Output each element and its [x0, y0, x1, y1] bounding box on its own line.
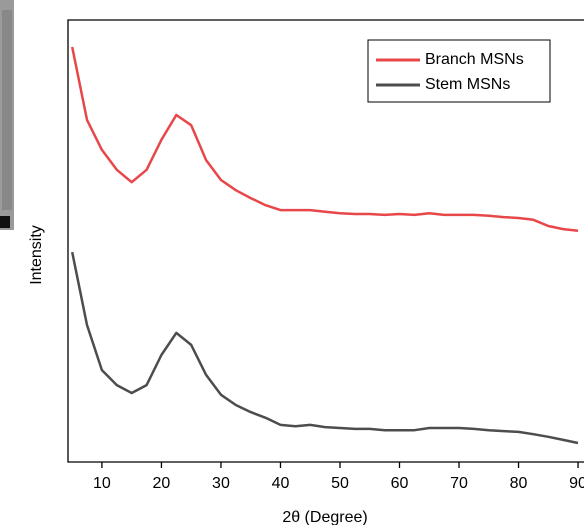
line-series — [70, 46, 579, 233]
line-series — [70, 251, 579, 445]
legend-label: Stem MSNs — [425, 76, 510, 93]
axis-frame — [67, 19, 584, 463]
x-tick-label: 90 — [569, 475, 584, 492]
x-tick-label: 20 — [153, 475, 171, 492]
image-texture — [2, 10, 12, 210]
legend-box — [367, 39, 551, 103]
x-tick-label: 70 — [450, 475, 468, 492]
x-axis-label: 2θ (Degree) — [282, 509, 367, 525]
x-tick-label: 80 — [510, 475, 528, 492]
x-tick-label: 50 — [331, 475, 349, 492]
x-tick-label: 30 — [212, 475, 230, 492]
scale-label — [0, 216, 10, 228]
x-tick-label: 40 — [272, 475, 290, 492]
plot: 10 20 30 40 50 60 70 80 90 Branch MSNs Stem MSNs — [67, 19, 584, 492]
legend-label: Branch MSNs — [425, 51, 524, 68]
y-axis-label: Intensity — [28, 225, 45, 285]
x-tick-label: 60 — [391, 475, 409, 492]
x-tick-label: 10 — [93, 475, 111, 492]
